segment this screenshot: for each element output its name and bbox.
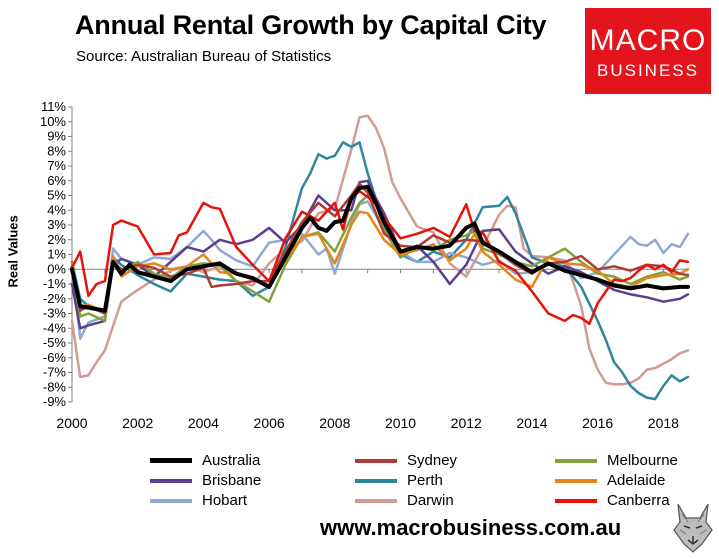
legend-swatch-australia <box>150 458 192 463</box>
x-tick-label: 2018 <box>648 415 679 431</box>
series-line-hobart <box>70 200 690 340</box>
series-line-adelaide <box>70 210 690 314</box>
legend-label-adelaide: Adelaide <box>607 472 666 489</box>
legend-label-canberra: Canberra <box>607 492 670 509</box>
x-tick-label: 2010 <box>385 415 416 431</box>
x-tick-label: 2014 <box>516 415 547 431</box>
logo-text-macro: MACRO <box>589 24 707 57</box>
y-tick-label: -6% <box>43 350 67 365</box>
y-tick-label: -5% <box>43 335 67 350</box>
y-tick-label: 3% <box>47 217 66 232</box>
y-tick-label: 1% <box>47 247 66 262</box>
y-tick-label: 2% <box>47 232 66 247</box>
x-tick-label: 2016 <box>582 415 613 431</box>
y-tick-label: -9% <box>43 394 67 409</box>
series-line-australia <box>70 184 690 313</box>
x-tick-label: 2006 <box>254 415 285 431</box>
y-tick-label: -2% <box>43 291 67 306</box>
x-tick-label: 2002 <box>122 415 153 431</box>
legend-swatch-sydney <box>355 459 397 463</box>
legend: Australia Sydney Melbourne Brisbane Pert… <box>140 452 700 512</box>
legend-label-hobart: Hobart <box>202 492 248 509</box>
chart-subtitle: Source: Australian Bureau of Statistics <box>76 48 332 65</box>
y-tick-label: -4% <box>43 320 67 335</box>
y-tick-label: -3% <box>43 306 67 321</box>
y-tick-label: -1% <box>43 276 67 291</box>
legend-label-brisbane: Brisbane <box>202 472 262 489</box>
footer-url: www.macrobusiness.com.au <box>320 515 622 540</box>
wolf-mascot-icon <box>673 503 713 553</box>
x-tick-label: 2004 <box>188 415 219 431</box>
legend-label-australia: Australia <box>202 452 261 469</box>
legend-label-melbourne: Melbourne <box>607 452 678 469</box>
macrobusiness-logo: MACRO BUSINESS <box>585 8 711 94</box>
legend-swatch-canberra <box>555 499 597 503</box>
y-tick-label: 11% <box>41 99 66 114</box>
y-tick-label: 0% <box>47 261 66 276</box>
legend-swatch-brisbane <box>150 479 192 483</box>
y-tick-label: -8% <box>43 379 67 394</box>
legend-swatch-perth <box>355 479 397 483</box>
legend-label-sydney: Sydney <box>407 452 458 469</box>
legend-label-darwin: Darwin <box>407 492 454 509</box>
legend-swatch-melbourne <box>555 459 597 463</box>
y-tick-label: -7% <box>43 365 67 380</box>
y-tick-label: 5% <box>47 188 66 203</box>
x-tick-label: 2012 <box>451 415 482 431</box>
y-tick-label: 9% <box>47 129 66 144</box>
series-line-sydney <box>70 182 690 315</box>
y-tick-label: 4% <box>47 202 66 217</box>
y-tick-label: 6% <box>47 173 66 188</box>
legend-swatch-darwin <box>355 499 397 503</box>
legend-swatch-adelaide <box>555 479 597 483</box>
y-tick-label: 10% <box>40 114 66 129</box>
chart-title: Annual Rental Growth by Capital City <box>75 10 547 40</box>
logo-text-business: BUSINESS <box>597 61 699 80</box>
y-tick-label: 7% <box>47 158 66 173</box>
x-tick-label: 2000 <box>56 415 87 431</box>
y-axis-label: Real Values <box>5 215 21 288</box>
y-tick-label: 8% <box>47 143 66 158</box>
x-tick-label: 2008 <box>319 415 350 431</box>
legend-swatch-hobart <box>150 499 192 503</box>
series-line-darwin <box>70 114 690 386</box>
legend-label-perth: Perth <box>407 472 443 489</box>
